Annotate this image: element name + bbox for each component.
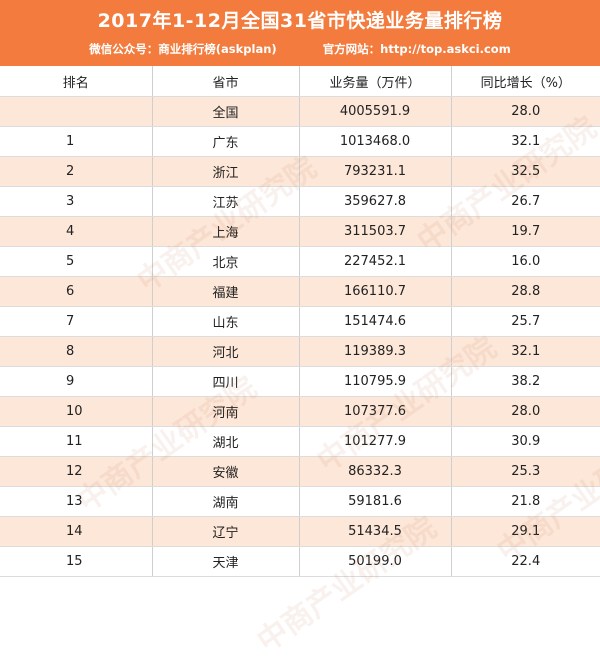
rank-cell: 11: [0, 426, 153, 457]
growth-cell: 26.7: [451, 186, 600, 217]
table-row: 7 山东 151474.6 25.7: [0, 306, 600, 337]
region-cell: 河南: [152, 396, 300, 427]
growth-cell: 32.5: [451, 156, 600, 187]
volume-cell: 51434.5: [299, 516, 452, 547]
region-cell: 四川: [152, 366, 300, 397]
growth-cell: 16.0: [451, 246, 600, 277]
table-row: 4 上海 311503.7 19.7: [0, 216, 600, 247]
wechat-account: 微信公众号：商业排行榜(askplan): [89, 42, 277, 56]
table-row: 14 辽宁 51434.5 29.1: [0, 516, 600, 547]
table-row: 9 四川 110795.9 38.2: [0, 366, 600, 397]
rank-cell: 12: [0, 456, 153, 487]
page-title: 2017年1-12月全国31省市快递业务量排行榜: [97, 10, 503, 32]
region-cell: 江苏: [152, 186, 300, 217]
growth-cell: 25.3: [451, 456, 600, 487]
table-row: 11 湖北 101277.9 30.9: [0, 426, 600, 457]
table-row: 6 福建 166110.7 28.8: [0, 276, 600, 307]
table-row: 15 天津 50199.0 22.4: [0, 546, 600, 577]
region-cell: 天津: [152, 546, 300, 577]
volume-cell: 86332.3: [299, 456, 452, 487]
table-row: 12 安徽 86332.3 25.3: [0, 456, 600, 487]
table-row: 13 湖南 59181.6 21.8: [0, 486, 600, 517]
col-header-rank: 排名: [0, 66, 153, 97]
volume-cell: 1013468.0: [299, 126, 452, 157]
rank-cell: 6: [0, 276, 153, 307]
growth-cell: 29.1: [451, 516, 600, 547]
volume-cell: 151474.6: [299, 306, 452, 337]
table-row: 2 浙江 793231.1 32.5: [0, 156, 600, 187]
growth-cell: 30.9: [451, 426, 600, 457]
col-header-region: 省市: [152, 66, 300, 97]
col-header-growth: 同比增长（%）: [451, 66, 600, 97]
col-header-volume: 业务量（万件）: [299, 66, 452, 97]
growth-cell: 28.0: [451, 96, 600, 127]
rank-cell: 10: [0, 396, 153, 427]
rank-cell: 3: [0, 186, 153, 217]
rank-cell: 4: [0, 216, 153, 247]
growth-cell: 22.4: [451, 546, 600, 577]
table-row: 1 广东 1013468.0 32.1: [0, 126, 600, 157]
volume-cell: 107377.6: [299, 396, 452, 427]
region-cell: 湖北: [152, 426, 300, 457]
volume-cell: 4005591.9: [299, 96, 452, 127]
growth-cell: 38.2: [451, 366, 600, 397]
volume-cell: 110795.9: [299, 366, 452, 397]
table-row: 全国 4005591.9 28.0: [0, 96, 600, 127]
volume-cell: 119389.3: [299, 336, 452, 367]
region-cell: 辽宁: [152, 516, 300, 547]
rank-cell: 2: [0, 156, 153, 187]
rank-cell: 13: [0, 486, 153, 517]
region-cell: 全国: [152, 96, 300, 127]
table-row: 10 河南 107377.6 28.0: [0, 396, 600, 427]
rank-cell: [0, 96, 153, 127]
growth-cell: 25.7: [451, 306, 600, 337]
region-cell: 福建: [152, 276, 300, 307]
source-line: 微信公众号：商业排行榜(askplan) 官方网站：http://top.ask…: [0, 40, 600, 58]
growth-cell: 32.1: [451, 336, 600, 367]
region-cell: 浙江: [152, 156, 300, 187]
rank-cell: 8: [0, 336, 153, 367]
volume-cell: 101277.9: [299, 426, 452, 457]
volume-cell: 359627.8: [299, 186, 452, 217]
volume-cell: 166110.7: [299, 276, 452, 307]
rank-cell: 7: [0, 306, 153, 337]
region-cell: 河北: [152, 336, 300, 367]
growth-cell: 28.8: [451, 276, 600, 307]
table-row: 8 河北 119389.3 32.1: [0, 336, 600, 367]
rank-cell: 9: [0, 366, 153, 397]
rank-cell: 1: [0, 126, 153, 157]
region-cell: 山东: [152, 306, 300, 337]
ranking-table: 排名 省市 业务量（万件） 同比增长（%） 全国 4005591.9 28.0 1 广东…: [0, 66, 600, 577]
volume-cell: 227452.1: [299, 246, 452, 277]
region-cell: 湖南: [152, 486, 300, 517]
rank-cell: 15: [0, 546, 153, 577]
volume-cell: 793231.1: [299, 156, 452, 187]
table-row: 3 江苏 359627.8 26.7: [0, 186, 600, 217]
volume-cell: 59181.6: [299, 486, 452, 517]
growth-cell: 32.1: [451, 126, 600, 157]
table-row: 5 北京 227452.1 16.0: [0, 246, 600, 277]
table-header-row: 排名 省市 业务量（万件） 同比增长（%）: [0, 66, 600, 97]
rank-cell: 5: [0, 246, 153, 277]
rank-cell: 14: [0, 516, 153, 547]
growth-cell: 21.8: [451, 486, 600, 517]
growth-cell: 28.0: [451, 396, 600, 427]
region-cell: 北京: [152, 246, 300, 277]
title-banner: 2017年1-12月全国31省市快递业务量排行榜 微信公众号：商业排行榜(ask…: [0, 0, 600, 66]
region-cell: 上海: [152, 216, 300, 247]
volume-cell: 311503.7: [299, 216, 452, 247]
website-link: 官方网站：http://top.askci.com: [322, 42, 511, 56]
growth-cell: 19.7: [451, 216, 600, 247]
volume-cell: 50199.0: [299, 546, 452, 577]
region-cell: 安徽: [152, 456, 300, 487]
region-cell: 广东: [152, 126, 300, 157]
